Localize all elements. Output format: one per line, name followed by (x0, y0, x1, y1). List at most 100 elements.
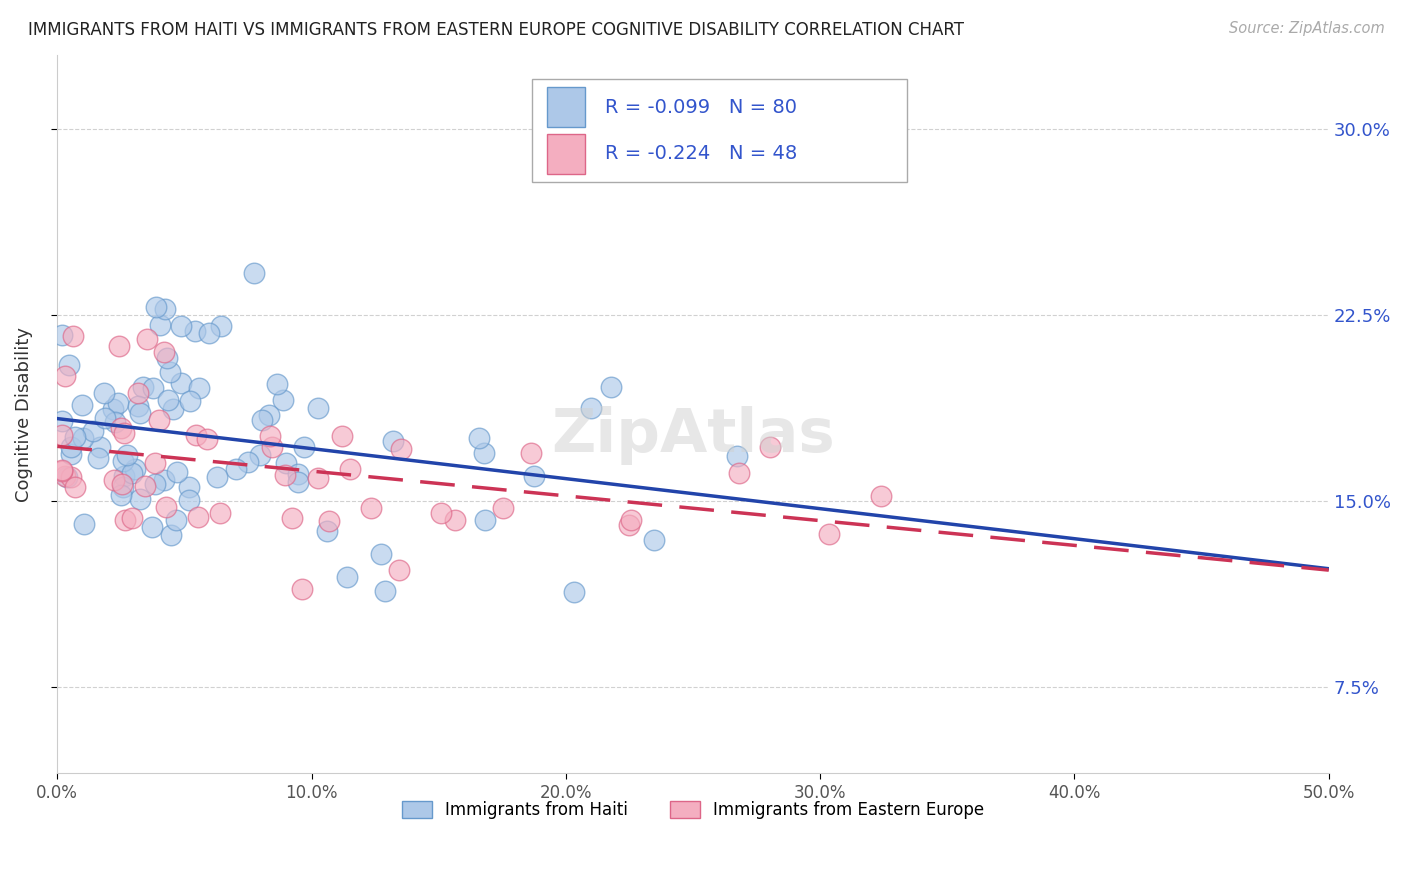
Point (520, 446, 543, 460)
Point (259, 429, 281, 443)
Point (391, 442, 413, 457)
Point (266, 376, 288, 391)
Point (108, 339, 131, 353)
Point (370, 547, 392, 561)
Point (291, 582, 314, 596)
Point (170, 318, 193, 333)
Point (444, 513, 467, 527)
Point (72, 431, 94, 445)
Point (112, 425, 135, 440)
Point (124, 461, 146, 475)
Point (60, 447, 83, 461)
Point (107, 396, 129, 410)
Point (166, 465, 188, 479)
Point (179, 394, 201, 409)
Point (274, 467, 297, 482)
Point (104, 415, 127, 429)
Point (287, 467, 309, 482)
Point (523, 469, 546, 483)
Point (159, 365, 181, 379)
Point (127, 386, 149, 401)
Point (725, 449, 748, 463)
Point (262, 440, 284, 454)
Point (620, 513, 643, 527)
Point (179, 480, 201, 494)
Point (250, 413, 273, 427)
Point (89, 441, 111, 455)
Point (56, 470, 79, 484)
Point (51, 428, 73, 442)
Y-axis label: Cognitive Disability: Cognitive Disability (15, 326, 32, 502)
Point (160, 528, 183, 542)
Point (121, 510, 143, 524)
Point (128, 406, 150, 420)
Point (186, 510, 208, 524)
Point (259, 408, 281, 422)
Point (209, 318, 232, 333)
Point (94, 410, 117, 425)
Point (759, 440, 782, 454)
Point (184, 427, 207, 442)
Point (59, 440, 82, 454)
Point (149, 318, 172, 333)
Point (287, 475, 309, 489)
Point (51, 464, 73, 478)
Point (112, 454, 135, 468)
Point (382, 434, 405, 448)
Point (63, 430, 86, 444)
Point (72, 398, 94, 412)
Point (153, 302, 176, 317)
Point (818, 526, 841, 541)
Point (643, 533, 665, 547)
Point (307, 401, 329, 415)
Point (155, 500, 177, 515)
Point (339, 462, 361, 476)
Point (65, 480, 87, 494)
Point (374, 584, 396, 599)
Point (156, 351, 179, 366)
Point (332, 429, 354, 443)
Point (209, 506, 232, 520)
Point (136, 332, 159, 346)
Point (197, 326, 219, 340)
FancyBboxPatch shape (547, 134, 585, 174)
Point (225, 461, 247, 475)
Point (53, 368, 76, 383)
Point (315, 524, 337, 539)
Point (141, 520, 163, 534)
Point (93, 385, 115, 400)
Point (249, 448, 271, 462)
Point (869, 489, 891, 503)
Point (129, 491, 152, 506)
Point (112, 469, 135, 483)
Point (60, 470, 83, 484)
Point (103, 474, 125, 488)
Point (195, 432, 218, 446)
Point (72, 517, 94, 532)
Point (474, 513, 496, 527)
Point (336, 569, 359, 583)
Point (273, 393, 295, 408)
Point (134, 478, 156, 492)
Text: R = -0.224   N = 48: R = -0.224 N = 48 (606, 145, 797, 163)
Point (165, 513, 187, 527)
Point (307, 471, 329, 485)
Point (562, 584, 585, 599)
Text: ZipAtlas: ZipAtlas (551, 407, 835, 466)
FancyBboxPatch shape (531, 78, 907, 182)
Point (127, 399, 149, 413)
Point (145, 300, 167, 314)
Point (153, 473, 176, 487)
Text: Source: ZipAtlas.com: Source: ZipAtlas.com (1229, 21, 1385, 36)
Point (58, 359, 80, 373)
FancyBboxPatch shape (547, 87, 585, 127)
Point (153, 345, 176, 359)
Point (62, 329, 84, 343)
Point (318, 514, 340, 528)
Point (55, 469, 77, 483)
Point (162, 401, 184, 416)
Point (143, 456, 166, 470)
Point (727, 466, 749, 480)
Point (131, 379, 153, 393)
Point (110, 488, 132, 502)
